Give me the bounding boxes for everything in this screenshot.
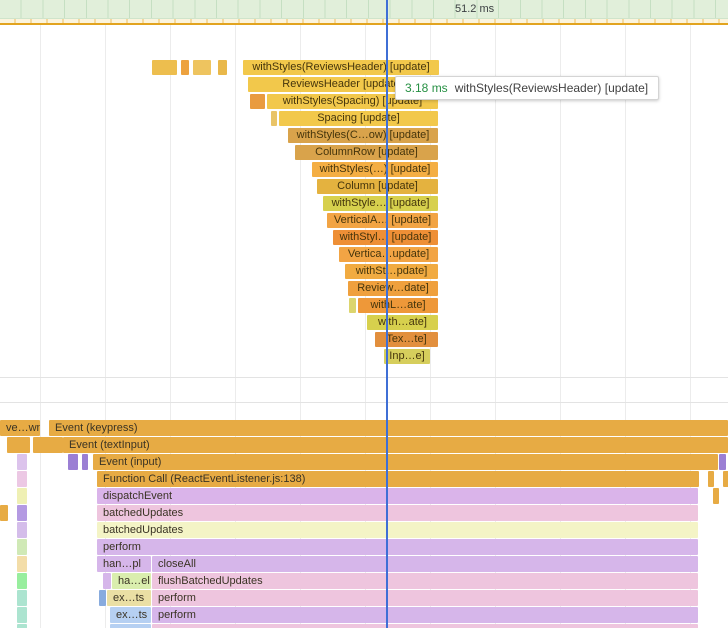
- event-bar[interactable]: [82, 454, 88, 470]
- event-bar[interactable]: [708, 471, 714, 487]
- flame-bar[interactable]: withStyles(C…ow) [update]: [288, 128, 438, 143]
- event-bar[interactable]: perform: [97, 539, 698, 555]
- flame-bar[interactable]: ColumnRow [update]: [295, 145, 438, 160]
- flame-bar[interactable]: Tex…te]: [375, 332, 438, 347]
- flame-bar[interactable]: withStyles(ReviewsHeader) [update]: [243, 60, 439, 75]
- event-bar[interactable]: [45, 437, 51, 453]
- event-bar[interactable]: ex…ts: [110, 607, 151, 623]
- event-bar[interactable]: [17, 505, 27, 521]
- event-bar[interactable]: Event (keypress): [49, 420, 728, 436]
- event-bar[interactable]: [17, 471, 27, 487]
- event-bar[interactable]: [49, 437, 55, 453]
- event-bar[interactable]: [17, 556, 27, 572]
- event-bar[interactable]: [68, 454, 78, 470]
- event-bar[interactable]: [719, 454, 726, 470]
- flame-bar[interactable]: with…ate]: [367, 315, 438, 330]
- event-bar[interactable]: [17, 522, 27, 538]
- event-bar[interactable]: [41, 437, 47, 453]
- flame-bar[interactable]: withStyles(…) [update]: [312, 162, 438, 177]
- event-bar[interactable]: ha…el: [112, 573, 151, 589]
- flame-bar[interactable]: [271, 111, 277, 126]
- timeline-ruler[interactable]: 51.2 ms: [0, 0, 728, 19]
- tooltip-duration: 3.18 ms: [405, 81, 448, 95]
- hover-tooltip: 3.18 ms withStyles(ReviewsHeader) [update…: [395, 76, 660, 100]
- event-bar[interactable]: [17, 607, 27, 623]
- flame-bar[interactable]: Inp…e]: [384, 349, 430, 364]
- event-bar[interactable]: [10, 437, 30, 453]
- event-bar[interactable]: [33, 437, 39, 453]
- flame-bar[interactable]: [152, 60, 177, 75]
- flame-bar[interactable]: withStyl… [update]: [333, 230, 438, 245]
- event-bar[interactable]: [17, 488, 27, 504]
- flame-bar[interactable]: withL…ate]: [358, 298, 438, 313]
- event-bar[interactable]: flushBatchedUpdates: [152, 573, 698, 589]
- event-bar[interactable]: batchedUpdates: [97, 505, 698, 521]
- flame-bar[interactable]: [349, 298, 356, 313]
- event-bar[interactable]: perform: [152, 607, 698, 623]
- event-bar[interactable]: perform: [152, 590, 698, 606]
- tooltip-label: withStyles(ReviewsHeader) [update]: [454, 81, 649, 95]
- flame-bar[interactable]: [250, 94, 265, 109]
- flame-bar[interactable]: Vertica…update]: [339, 247, 438, 262]
- event-bar[interactable]: [713, 488, 719, 504]
- event-bar[interactable]: [17, 539, 27, 555]
- flame-bar[interactable]: ReviewsHeader [update]: [248, 77, 437, 92]
- event-bar[interactable]: Event (input): [93, 454, 718, 470]
- event-bar[interactable]: [152, 624, 698, 628]
- event-bar[interactable]: batchedUpdates: [97, 522, 698, 538]
- event-bar[interactable]: [110, 624, 151, 628]
- event-bar[interactable]: [723, 471, 728, 487]
- flame-bar[interactable]: withStyle… [update]: [323, 196, 438, 211]
- event-bar[interactable]: [17, 573, 27, 589]
- event-bar[interactable]: [103, 573, 111, 589]
- event-bar[interactable]: Event (textInput): [63, 437, 728, 453]
- track-separator-bottom: [0, 402, 728, 403]
- event-bar[interactable]: [17, 454, 27, 470]
- event-bar[interactable]: han…pl: [97, 556, 151, 572]
- event-bar[interactable]: [99, 590, 106, 606]
- flame-bar[interactable]: Column [update]: [317, 179, 438, 194]
- event-bar[interactable]: [37, 437, 43, 453]
- event-bar[interactable]: [17, 624, 27, 628]
- event-bar[interactable]: [53, 437, 59, 453]
- ruler-time-label: 51.2 ms: [455, 3, 495, 15]
- flame-bar[interactable]: VerticalA… [update]: [327, 213, 438, 228]
- cpu-activity-strip: [0, 19, 728, 25]
- flame-bar[interactable]: Spacing [update]: [279, 111, 438, 126]
- flame-bar[interactable]: [181, 60, 189, 75]
- flame-bar[interactable]: [218, 60, 227, 75]
- event-bar[interactable]: [57, 437, 63, 453]
- event-bar[interactable]: closeAll: [152, 556, 698, 572]
- event-bar[interactable]: dispatchEvent: [97, 488, 698, 504]
- event-bar[interactable]: [0, 505, 8, 521]
- flame-bar[interactable]: [193, 60, 211, 75]
- event-bar[interactable]: ex…ts: [107, 590, 151, 606]
- event-bar[interactable]: [17, 590, 27, 606]
- playhead-line: [386, 0, 388, 628]
- event-bar[interactable]: ve…wn): [0, 420, 40, 436]
- track-separator-top: [0, 377, 728, 378]
- flame-bar[interactable]: withSt…pdate]: [345, 264, 438, 279]
- flame-bar[interactable]: Review…date]: [348, 281, 438, 296]
- event-bar[interactable]: Function Call (ReactEventListener.js:138…: [97, 471, 699, 487]
